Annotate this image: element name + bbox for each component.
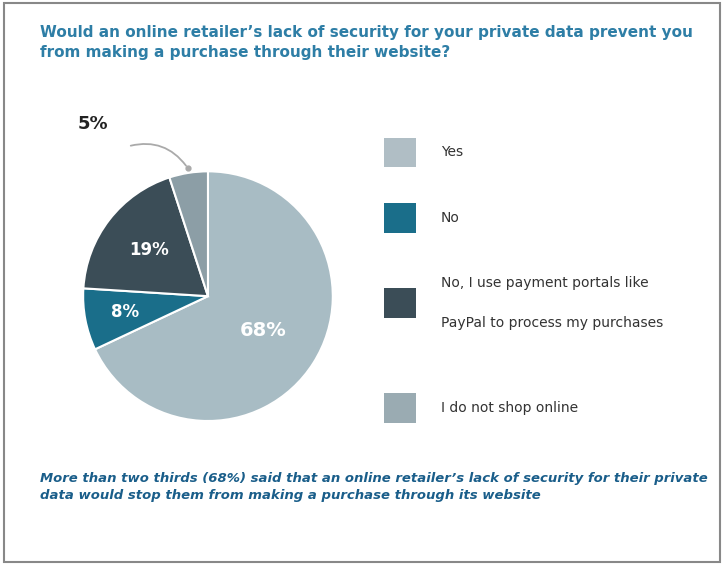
Bar bbox=[384, 393, 416, 423]
Text: More than two thirds (68%) said that an online retailer’s lack of security for t: More than two thirds (68%) said that an … bbox=[40, 472, 707, 502]
Wedge shape bbox=[95, 171, 333, 421]
Text: PayPal to process my purchases: PayPal to process my purchases bbox=[441, 316, 663, 330]
Wedge shape bbox=[83, 177, 208, 296]
Wedge shape bbox=[83, 288, 208, 349]
Wedge shape bbox=[169, 171, 208, 296]
Bar bbox=[384, 138, 416, 167]
Text: I do not shop online: I do not shop online bbox=[441, 401, 578, 415]
Text: 68%: 68% bbox=[240, 321, 286, 341]
Text: 5%: 5% bbox=[77, 115, 109, 133]
Text: No: No bbox=[441, 211, 460, 225]
Bar bbox=[384, 203, 416, 233]
Text: Would an online retailer’s lack of security for your private data prevent you
fr: Would an online retailer’s lack of secur… bbox=[40, 25, 693, 60]
Text: 8%: 8% bbox=[111, 303, 139, 321]
Text: No, I use payment portals like: No, I use payment portals like bbox=[441, 276, 649, 290]
Text: Yes: Yes bbox=[441, 145, 463, 159]
Text: 19%: 19% bbox=[129, 241, 169, 259]
Bar bbox=[384, 288, 416, 318]
